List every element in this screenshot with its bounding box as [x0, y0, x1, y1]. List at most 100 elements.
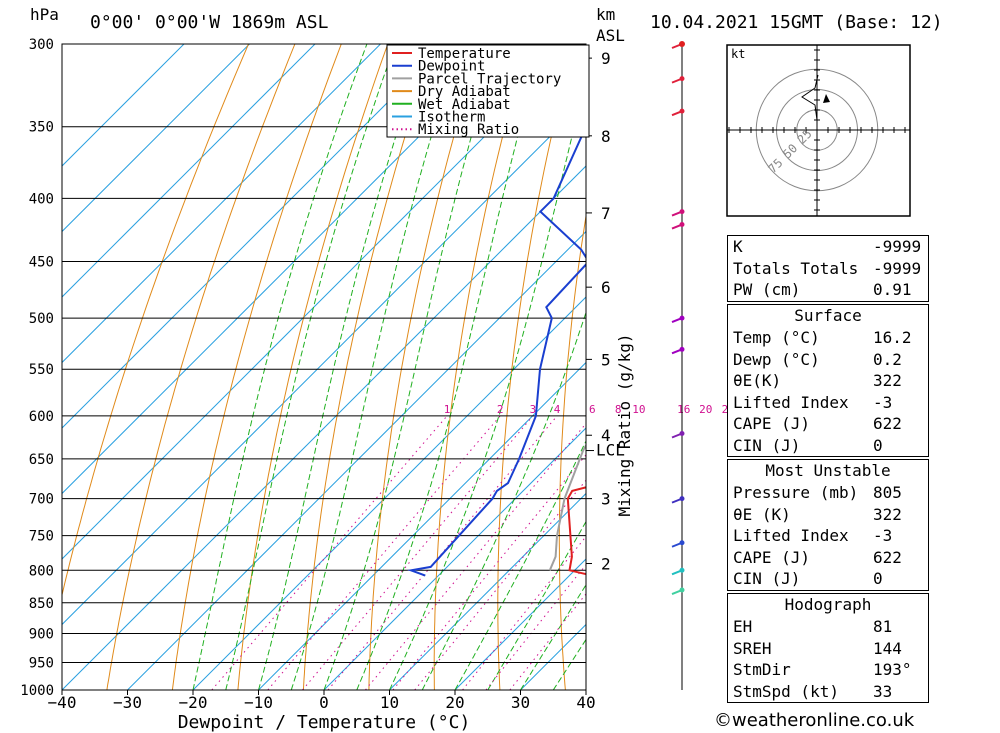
plot-area: [62, 44, 1000, 690]
x-tick-label: 30: [511, 693, 530, 712]
row-value: -9999: [873, 237, 922, 256]
x-tick-label: −20: [179, 693, 208, 712]
indices-table: K -9999 Totals Totals -9999 PW (cm) 0.91: [727, 235, 929, 302]
table-row: StmDir 193°: [728, 659, 928, 681]
km-unit-label: km: [596, 5, 616, 24]
wind-barb-dot: [679, 540, 685, 546]
pressure-tick-label: 950: [29, 655, 54, 671]
series-temperature: [566, 486, 586, 576]
wet-adiabat-line: [290, 44, 461, 690]
km-tick-label: 9: [601, 49, 611, 68]
wet-adiabat-line: [192, 44, 368, 690]
row-value: 322: [873, 504, 902, 524]
table-row: PW (cm) 0.91: [728, 279, 928, 301]
km-tick-label: 6: [601, 278, 611, 297]
row-value: 805: [873, 483, 902, 502]
isotherm-line: [454, 558, 586, 690]
pressure-tick-label: 750: [29, 529, 54, 545]
dry-adiabat-line: [106, 44, 296, 690]
wind-barb-dot: [679, 431, 685, 437]
row-value: 144: [873, 638, 902, 658]
table-row: Dewp (°C) 0.2: [728, 349, 928, 371]
table-row: θE (K) 322: [728, 504, 928, 526]
datetime-label: 10.04.2021 15GMT (Base: 12): [650, 12, 943, 33]
table-row: CIN (J) 0: [728, 568, 928, 590]
asl-label: ASL: [596, 26, 625, 45]
mixing-ratio-label: 4: [554, 403, 561, 416]
legend-label: Parcel Trajectory: [418, 71, 561, 87]
km-tick-label: 4: [601, 426, 611, 445]
isotherm-line: [62, 99, 586, 626]
row-label: CIN (J): [733, 435, 801, 455]
most_unstable-title: Most Unstable: [765, 461, 891, 480]
row-label: SREH: [733, 638, 772, 658]
row-label: Pressure (mb): [733, 483, 859, 502]
wet-adiabat-line: [389, 77, 586, 690]
series-dewpoint: [407, 124, 586, 577]
km-tick-label: 2: [601, 555, 611, 574]
mixing-ratio-line: [365, 422, 586, 690]
isotherm-line: [192, 296, 586, 690]
isotherm-line: [62, 165, 586, 690]
mixing-ratio-label: 3: [530, 403, 537, 416]
pressure-tick-label: 700: [29, 492, 54, 508]
table-row: EH 81: [728, 616, 928, 638]
table-row: CAPE (J) 622: [728, 413, 928, 435]
series-parcel-trajectory: [548, 443, 586, 571]
x-tick-label: −10: [244, 693, 273, 712]
wet-adiabat-line: [454, 439, 586, 690]
isotherm-line: [62, 44, 447, 429]
lcl-label: LCL: [596, 441, 625, 460]
table-row: Totals Totals -9999: [728, 258, 928, 280]
table-row: StmSpd (kt) 33: [728, 681, 928, 703]
mixing-ratio-label: 10: [632, 403, 645, 416]
pressure-unit-label: hPa: [30, 5, 59, 24]
wind-barb-dot: [679, 209, 685, 215]
row-value: -3: [873, 526, 893, 545]
dry-adiabat-line: [558, 212, 586, 690]
dry-adiabat-line: [990, 44, 1000, 690]
row-label: Lifted Index: [733, 392, 849, 412]
dry-adiabat-line: [941, 44, 1000, 690]
x-tick-label: −40: [48, 693, 77, 712]
isotherm-line: [62, 44, 381, 364]
mixing-ratio-line: [267, 415, 501, 690]
row-value: 622: [873, 414, 902, 433]
dry-adiabat-line: [497, 44, 574, 690]
row-label: θE(K): [733, 371, 782, 390]
isotherm-line: [62, 44, 578, 560]
mixing-ratio-line: [211, 415, 448, 690]
pressure-tick-label: 650: [29, 452, 54, 468]
surface-title: Surface: [794, 306, 862, 325]
mixing-ratio-line: [392, 454, 586, 690]
wind-barb-dot: [679, 76, 685, 82]
legend-label: Dry Adiabat: [418, 84, 511, 100]
wind-barb-dot: [679, 108, 685, 114]
row-label: Temp (°C): [733, 328, 820, 347]
hodograph-table: Hodograph EH 81 SREH 144 StmDir 193° StmSpd (kt…: [727, 593, 929, 703]
km-tick-label: 8: [601, 127, 611, 146]
row-label: Totals Totals: [733, 258, 859, 278]
wind-barb-dot: [679, 222, 685, 228]
table-row: K -9999: [728, 236, 928, 258]
storm-motion-arrow: [823, 94, 830, 103]
x-tick-label: 10: [380, 693, 399, 712]
isotherm-line: [62, 44, 316, 298]
row-label: θE (K): [733, 504, 791, 524]
row-value: 0.2: [873, 349, 902, 369]
pressure-tick-label: 600: [29, 409, 54, 425]
row-value: 33: [873, 681, 893, 701]
km-tick-label: 3: [601, 490, 611, 509]
isotherm-line: [127, 230, 586, 690]
table-row: Lifted Index -3: [728, 525, 928, 547]
wet-adiabat-line: [323, 44, 499, 690]
wind-barb-dot: [679, 496, 685, 502]
dry-adiabat-line: [237, 44, 389, 690]
pressure-tick-label: 300: [29, 37, 54, 53]
mixing-ratio-axis-label: Mixing Ratio (g/kg): [615, 333, 634, 516]
isotherm-line: [62, 44, 512, 495]
table-row: θE(K) 322: [728, 370, 928, 392]
